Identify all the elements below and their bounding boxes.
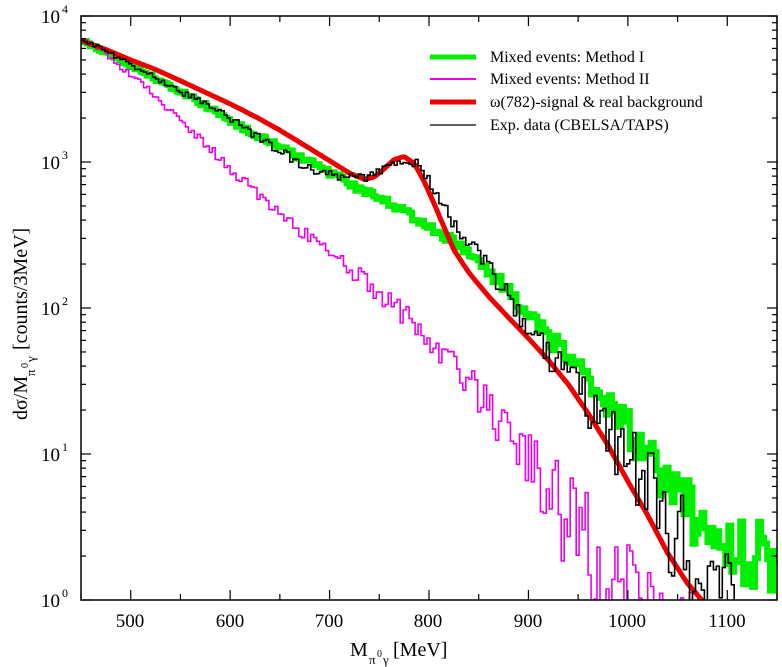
y-tick-label: 10 <box>41 7 60 28</box>
x-tick-label: 1000 <box>608 611 646 632</box>
legend-label-method-1: Mixed events: Method I <box>490 49 644 66</box>
x-axis-title: M π 0 γ [MeV] <box>350 639 447 667</box>
x-tick-label: 800 <box>414 611 443 632</box>
y-tick-sup: 2 <box>62 294 68 308</box>
legend-label-signal: ω(782)-signal & real background <box>490 94 703 111</box>
y-axis-title: dσ/M π 0 γ [counts/3MeV] <box>10 228 38 420</box>
ticks-layer <box>80 15 778 601</box>
y-tick-label: 10 <box>41 299 60 320</box>
x-tick-label: 500 <box>116 611 145 632</box>
svg-text:[counts/3MeV]: [counts/3MeV] <box>10 228 32 350</box>
y-tick-sup: 4 <box>62 2 68 16</box>
svg-text:γ: γ <box>382 652 389 667</box>
legend-label-exp-data: Exp. data (CBELSA/TAPS) <box>490 117 669 134</box>
y-tick-sup: 1 <box>62 440 68 454</box>
y-tick-sup: 0 <box>62 586 68 600</box>
x-tick-label: 700 <box>315 611 344 632</box>
legend: Mixed events: Method I Mixed events: Met… <box>430 49 703 134</box>
series-layer <box>81 38 777 600</box>
x-tick-label: 1100 <box>708 611 745 632</box>
svg-text:dσ/M: dσ/M <box>10 376 32 420</box>
svg-text:π: π <box>369 652 376 667</box>
svg-text:M: M <box>350 639 368 661</box>
svg-text:[MeV]: [MeV] <box>393 639 447 661</box>
x-tick-label: 600 <box>216 611 245 632</box>
series-782-signal-real-background <box>81 38 705 600</box>
y-tick-sup: 3 <box>62 148 68 162</box>
legend-label-method-2: Mixed events: Method II <box>490 71 650 88</box>
svg-text:π: π <box>23 369 38 376</box>
svg-text:0: 0 <box>20 363 31 368</box>
svg-text:γ: γ <box>23 356 38 363</box>
series-mixed-events-method-ii <box>81 38 694 600</box>
y-tick-label: 10 <box>41 591 60 612</box>
series-exp-data-cbelsa-taps <box>81 39 735 600</box>
y-tick-label: 10 <box>41 153 60 174</box>
y-tick-label: 10 <box>41 445 60 466</box>
svg-text:0: 0 <box>377 649 382 660</box>
x-tick-label: 900 <box>514 611 543 632</box>
